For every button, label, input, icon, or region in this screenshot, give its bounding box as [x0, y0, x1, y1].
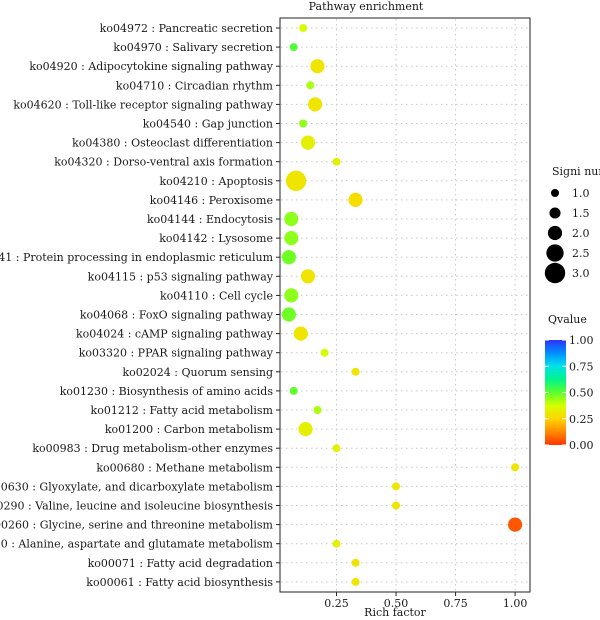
pathway-label: ko04110 : Cell cycle	[160, 289, 273, 302]
chart-title: Pathway enrichment	[309, 0, 424, 13]
size-legend-title: Signi num	[552, 165, 600, 178]
pathway-label: ko01230 : Biosynthesis of amino acids	[60, 385, 274, 398]
data-point	[351, 558, 360, 567]
pathway-label: ko00680 : Methane metabolism	[96, 461, 273, 474]
qvalue-colorbar	[545, 340, 566, 445]
colorbar-tick-label: 0.50	[569, 387, 594, 400]
size-legend: Signi num 1.0 1.5 2.0 2.5 3.0	[544, 165, 600, 284]
size-legend-dot	[549, 207, 561, 219]
pathway-label: ko02024 : Quorum sensing	[122, 366, 273, 379]
pathway-label: ko01200 : Carbon metabolism	[105, 423, 274, 436]
color-legend: Qvalue 0.00 0.25 0.50 0.75 1.00	[545, 313, 594, 452]
data-point	[351, 577, 360, 586]
size-legend-dot	[546, 244, 564, 262]
pathway-label: ko00071 : Fatty acid degradation	[88, 557, 273, 570]
data-point	[332, 157, 341, 166]
pathway-label: ko04142 : Lysosome	[159, 232, 273, 245]
pathway-label: ko00983 : Drug metabolism-other enzymes	[32, 442, 273, 455]
size-legend-label: 1.5	[572, 207, 590, 220]
data-point	[348, 192, 363, 207]
data-point	[392, 482, 401, 491]
data-point	[289, 386, 298, 395]
pathway-label: ko04970 : Salivary secretion	[113, 41, 273, 54]
size-legend-label: 3.0	[572, 267, 590, 280]
colorbar-tick-label: 0.00	[569, 439, 594, 452]
pathway-label: ko04068 : FoxO signaling pathway	[80, 309, 274, 322]
size-legend-label: 2.5	[572, 247, 590, 260]
data-point	[298, 422, 313, 437]
pathway-label: ko04024 : cAMP signaling pathway	[76, 328, 274, 341]
pathway-label: ko04210 : Apoptosis	[160, 175, 274, 188]
x-tick-label: 0.75	[443, 597, 468, 610]
pathway-label: ko03320 : PPAR signaling pathway	[79, 347, 274, 360]
data-point	[306, 81, 315, 90]
pathway-label: ko000290 : Valine, leucine and isoleucin…	[0, 500, 273, 513]
pathway-label: ko00250 : Alanine, aspartate and glutama…	[0, 538, 274, 551]
colorbar-tick-label: 1.00	[569, 334, 594, 347]
pathway-label: ko04141 : Protein processing in endoplas…	[0, 251, 274, 264]
data-point	[281, 307, 297, 322]
size-legend-dot	[547, 225, 563, 241]
pathway-label: ko01212 : Fatty acid metabolism	[91, 404, 274, 417]
pathway-label: ko04920 : Adipocytokine signaling pathwa…	[29, 60, 273, 73]
colorbar-tick-label: 0.25	[569, 413, 594, 426]
size-legend-dot	[544, 262, 566, 284]
data-point	[289, 43, 298, 52]
pathway-label: ko04540 : Gap junction	[143, 118, 273, 131]
pathway-label: ko04620 : Toll-like receptor signaling p…	[13, 98, 273, 111]
data-point	[351, 367, 360, 376]
data-point	[310, 59, 325, 74]
data-point	[299, 119, 308, 128]
data-point	[299, 24, 308, 32]
pathway-label: ko04380 : Osteoclast differentiation	[72, 137, 273, 150]
x-axis-label: Rich factor	[364, 606, 426, 619]
pathway-label: ko04146 : Peroxisome	[150, 194, 273, 207]
data-point	[284, 211, 299, 227]
data-point	[300, 269, 316, 284]
data-point	[300, 135, 316, 150]
data-point	[281, 250, 297, 265]
pathway-label: ko00061 : Fatty acid biosynthesis	[86, 576, 273, 589]
grid	[281, 19, 529, 591]
data-point	[284, 288, 299, 303]
size-legend-label: 2.0	[572, 227, 590, 240]
data-point	[332, 444, 341, 453]
size-legend-dot	[551, 189, 559, 197]
x-tick-label: 0.25	[324, 597, 349, 610]
data-point	[332, 539, 341, 548]
colorbar-tick-label: 0.75	[569, 360, 594, 373]
data-point	[320, 348, 329, 357]
pathway-label: ko04972 : Pancreatic secretion	[100, 22, 273, 35]
data-point	[293, 326, 308, 341]
data-point	[313, 406, 322, 414]
x-tick-label: 1.00	[503, 597, 528, 610]
pathway-label: ko04320 : Dorso-ventral axis formation	[54, 156, 273, 169]
pathway-label: ko04115 : p53 signaling pathway	[88, 270, 274, 283]
x-axis-ticks: 0.25 0.50 0.75 1.00	[324, 592, 527, 610]
pathway-label: ko000260 : Glycine, serine and threonine…	[0, 519, 274, 532]
data-point	[307, 97, 323, 112]
pathway-label: ko04710 : Circadian rhythm	[116, 79, 274, 92]
size-legend-items: 1.0 1.5 2.0 2.5 3.0	[544, 187, 590, 284]
data-points	[281, 24, 523, 586]
color-legend-title: Qvalue	[548, 313, 587, 326]
data-point	[392, 501, 401, 510]
color-legend-ticks: 0.00 0.25 0.50 0.75 1.00	[545, 334, 594, 452]
size-legend-label: 1.0	[572, 187, 590, 200]
pathway-label: ko04144 : Endocytosis	[147, 213, 273, 226]
data-point	[284, 231, 299, 246]
pathway-labels: ko04972 : Pancreatic secretion ko04970 : …	[0, 22, 280, 589]
pathway-label: ko00630 : Glyoxylate, and dicarboxylate …	[0, 480, 274, 493]
x-tick-label: 0.50	[384, 597, 409, 610]
data-point	[285, 170, 307, 191]
data-point	[507, 517, 523, 532]
plot-frame	[279, 17, 531, 593]
data-point	[511, 463, 520, 472]
